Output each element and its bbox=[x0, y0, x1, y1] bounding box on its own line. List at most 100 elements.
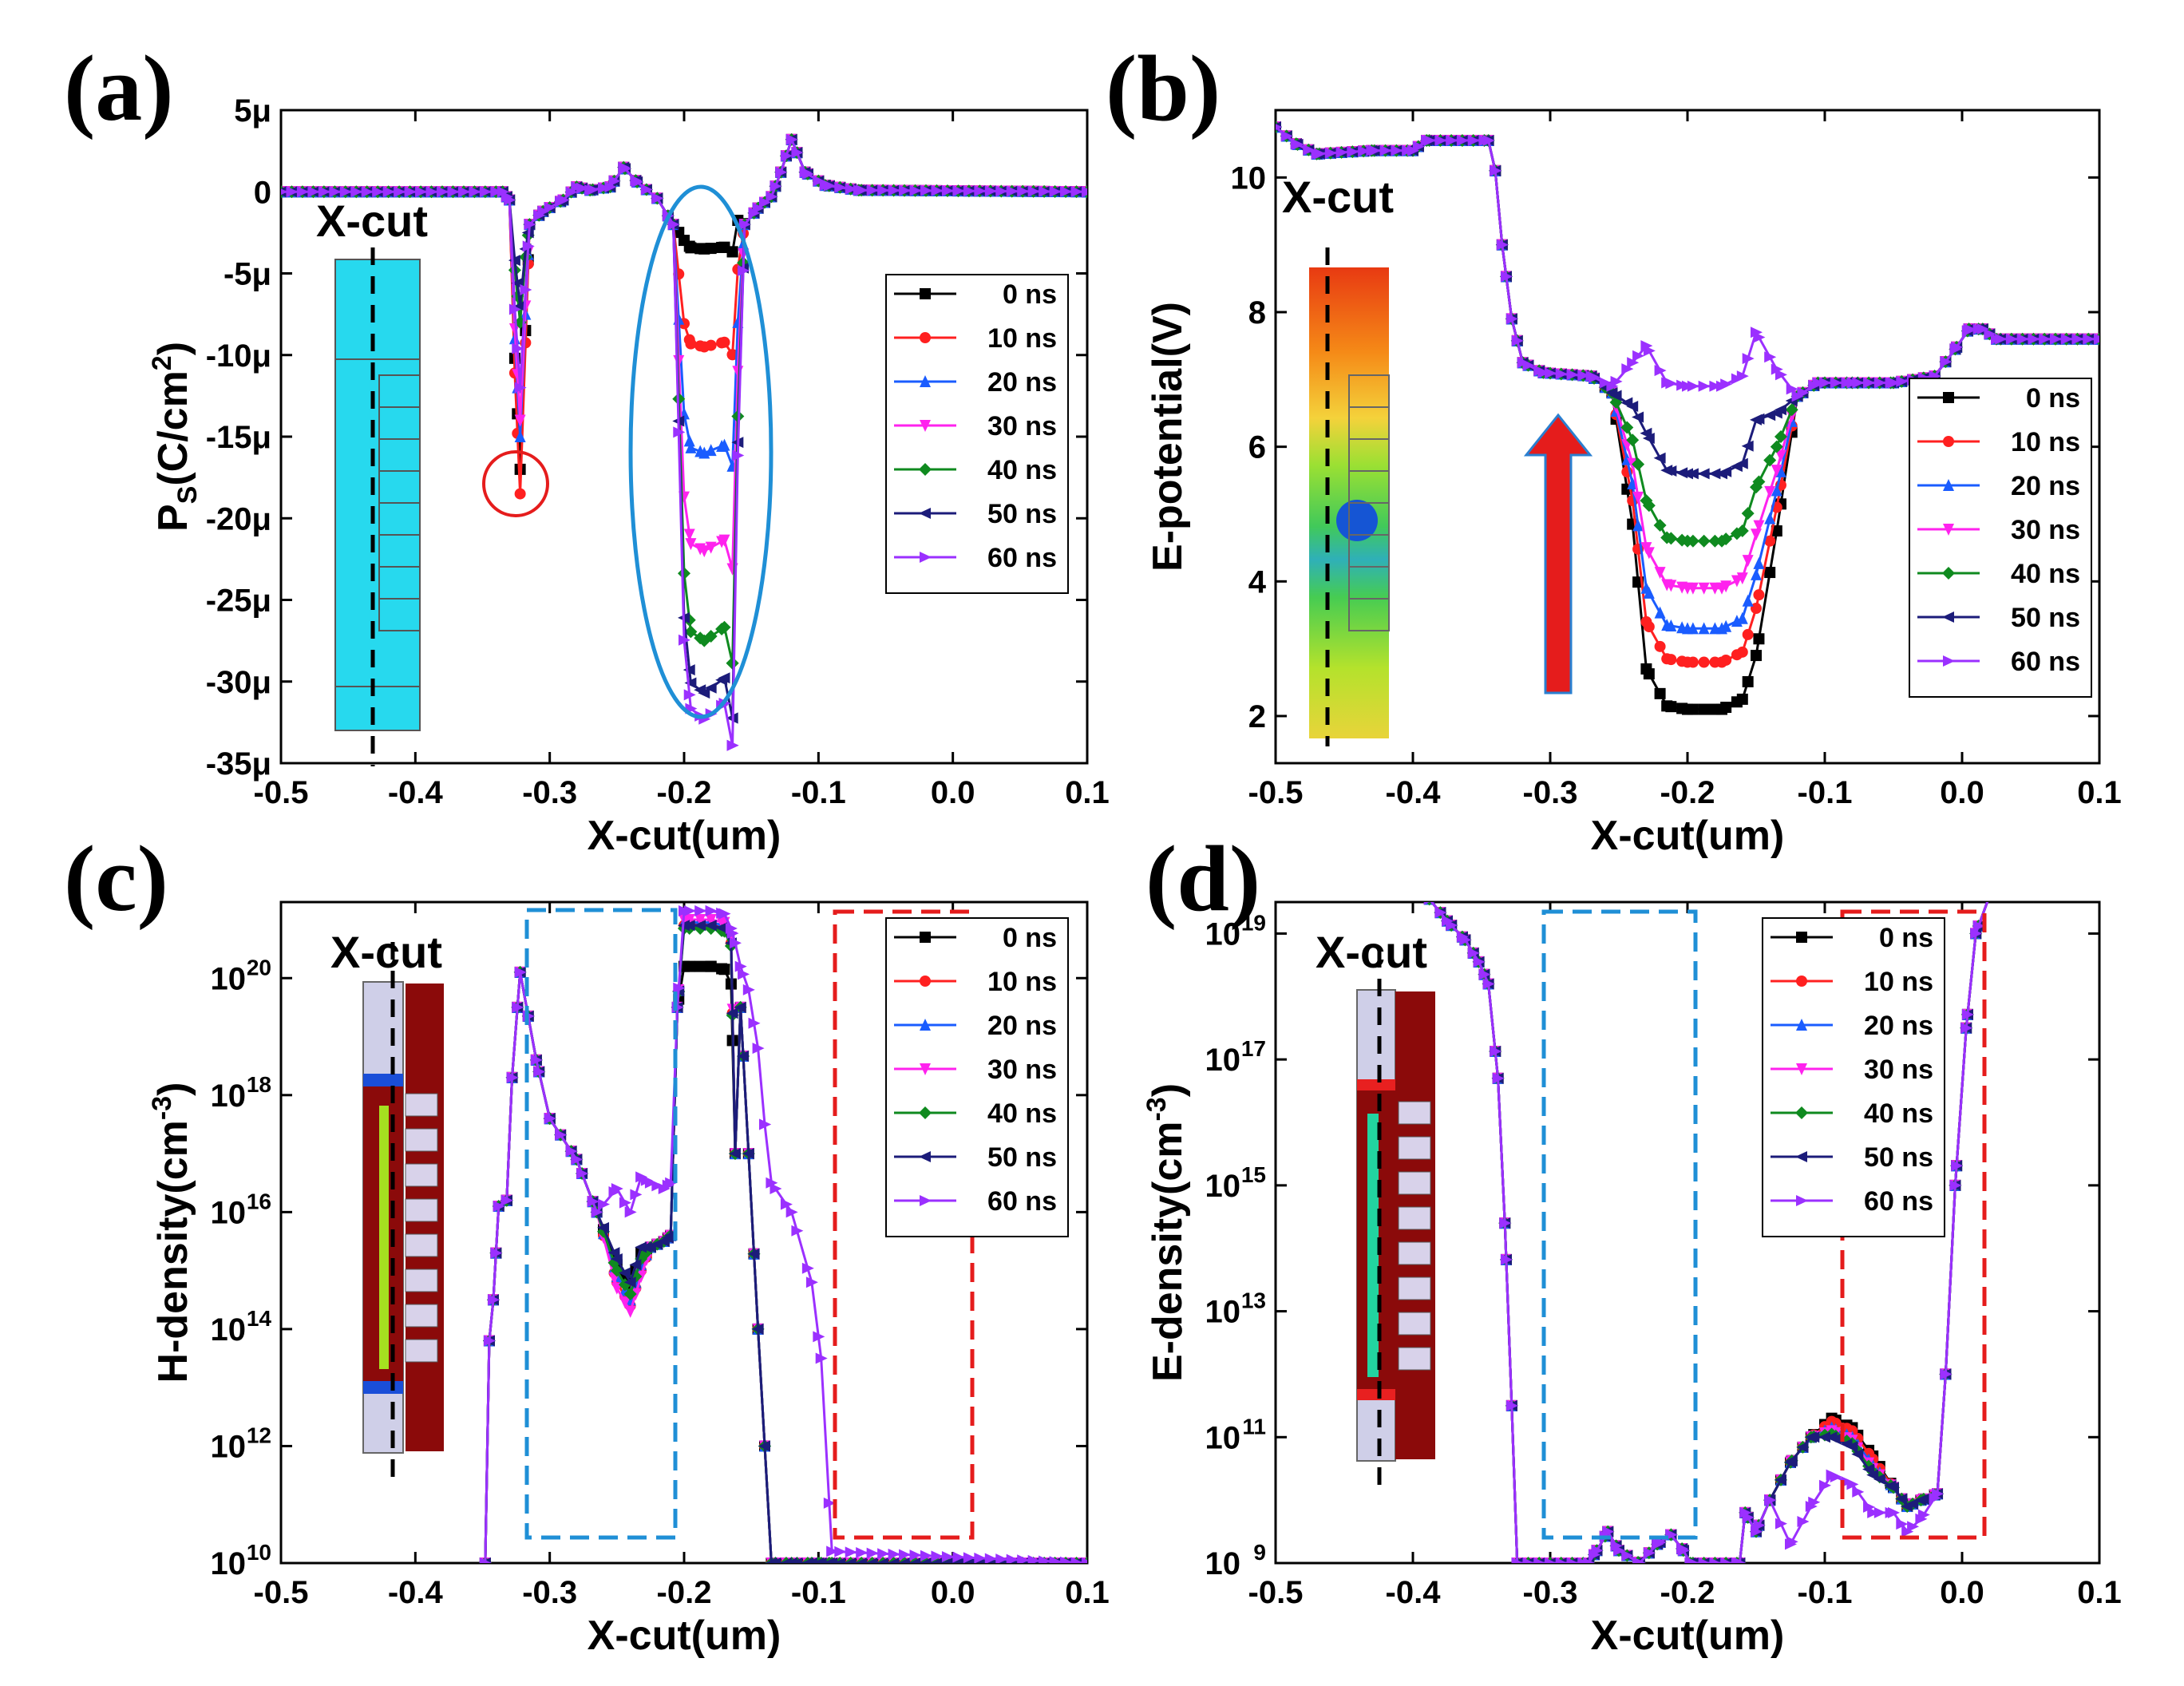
data-point bbox=[2093, 890, 2105, 901]
data-point bbox=[2083, 890, 2094, 901]
data-point bbox=[1313, 890, 1325, 901]
data-point bbox=[1661, 619, 1673, 631]
data-point bbox=[533, 1066, 546, 1078]
data-point bbox=[819, 180, 832, 192]
y-axis-label-part: -3 bbox=[147, 1096, 177, 1120]
data-point bbox=[1736, 646, 1748, 658]
data-point bbox=[845, 1546, 857, 1558]
data-point bbox=[1500, 1253, 1513, 1265]
data-point bbox=[1352, 902, 1353, 903]
data-point bbox=[1270, 890, 1282, 901]
data-point bbox=[1621, 363, 1634, 375]
data-point bbox=[1336, 889, 1347, 901]
data-point bbox=[940, 1557, 953, 1563]
data-point bbox=[1385, 902, 1386, 903]
data-point bbox=[1873, 1473, 1885, 1485]
data-point bbox=[2083, 333, 2095, 345]
data-point bbox=[1533, 1557, 1546, 1563]
legend-label: 40 ns bbox=[2011, 559, 2080, 589]
data-point bbox=[920, 184, 932, 196]
data-point bbox=[1269, 889, 1282, 902]
data-point bbox=[825, 1557, 838, 1563]
data-point bbox=[2088, 902, 2089, 903]
data-point bbox=[479, 1557, 492, 1563]
data-point bbox=[1500, 271, 1513, 283]
data-point bbox=[1039, 185, 1051, 197]
data-point bbox=[2094, 890, 2105, 902]
x-tick-label: 0.1 bbox=[2077, 1575, 2122, 1610]
data-point bbox=[694, 913, 706, 926]
x-tick-label: 0.0 bbox=[1940, 775, 1984, 810]
data-point bbox=[1270, 890, 1281, 902]
data-point bbox=[930, 1557, 943, 1563]
data-point bbox=[361, 186, 374, 198]
data-point bbox=[694, 960, 706, 972]
y-tick-exponent: 20 bbox=[247, 955, 271, 980]
data-point bbox=[1303, 890, 1314, 901]
data-point bbox=[1983, 890, 1995, 901]
data-point bbox=[1774, 430, 1787, 443]
data-point bbox=[1654, 687, 1666, 699]
data-point bbox=[1785, 1538, 1797, 1550]
data-point bbox=[823, 1497, 836, 1509]
data-point bbox=[758, 1440, 770, 1452]
data-point bbox=[704, 920, 717, 932]
data-point bbox=[1984, 890, 1995, 901]
data-point bbox=[685, 441, 697, 453]
data-point bbox=[1960, 1022, 1973, 1034]
data-point bbox=[1347, 890, 1358, 901]
data-point bbox=[2093, 889, 2106, 902]
data-point bbox=[565, 1146, 578, 1158]
y-tick-label: -25μ bbox=[206, 584, 271, 619]
data-point bbox=[766, 191, 778, 203]
data-point bbox=[684, 677, 697, 689]
data-point bbox=[1907, 1521, 1920, 1533]
data-point bbox=[1797, 1515, 1810, 1527]
data-point bbox=[1467, 134, 1480, 146]
data-point bbox=[1391, 890, 1403, 901]
data-point bbox=[1764, 351, 1777, 363]
data-point bbox=[2088, 902, 2089, 903]
x-tick-label: -0.1 bbox=[1798, 1575, 1853, 1610]
legend-marker bbox=[1943, 436, 1954, 447]
inset-device bbox=[334, 247, 421, 766]
data-point bbox=[1796, 1441, 1809, 1453]
data-point bbox=[1324, 890, 1336, 901]
inset-body bbox=[334, 259, 421, 731]
data-point bbox=[1660, 531, 1674, 544]
data-point bbox=[2005, 333, 2018, 345]
data-point bbox=[1661, 579, 1673, 592]
data-point bbox=[684, 625, 698, 639]
x-tick-label: -0.4 bbox=[388, 775, 444, 810]
data-point bbox=[1308, 902, 1309, 903]
data-point bbox=[604, 181, 617, 193]
legend-marker bbox=[1796, 1063, 1807, 1075]
data-point bbox=[2071, 333, 2084, 345]
data-point bbox=[705, 913, 717, 926]
data-point bbox=[2039, 890, 2050, 901]
data-point bbox=[490, 186, 503, 198]
panel-letter: (d) bbox=[1145, 826, 1260, 931]
y-axis-label: H-density(cm-3) bbox=[147, 1082, 196, 1383]
series-60-ns bbox=[281, 133, 1087, 751]
inset-layer bbox=[1398, 1347, 1431, 1371]
data-point bbox=[1963, 323, 1976, 335]
x-tick-label: -0.4 bbox=[1386, 775, 1442, 810]
x-tick-label: -0.5 bbox=[1248, 775, 1304, 810]
data-point bbox=[1286, 902, 1287, 903]
legend-label: 60 ns bbox=[2011, 647, 2080, 677]
data-point bbox=[1482, 134, 1495, 146]
y-tick-label: 10 bbox=[211, 1312, 247, 1348]
inset-layer bbox=[1398, 1101, 1431, 1125]
data-point bbox=[1626, 401, 1639, 413]
data-point bbox=[1352, 902, 1353, 903]
data-point bbox=[1270, 890, 1281, 901]
data-point bbox=[1676, 467, 1688, 479]
data-point bbox=[1577, 370, 1590, 382]
data-point bbox=[571, 1154, 584, 1166]
data-point bbox=[1459, 934, 1472, 946]
data-point bbox=[544, 1113, 556, 1125]
data-point bbox=[2083, 889, 2094, 901]
legend-label: 60 ns bbox=[1864, 1186, 1933, 1217]
inset-layer-cyan bbox=[1367, 1114, 1379, 1377]
